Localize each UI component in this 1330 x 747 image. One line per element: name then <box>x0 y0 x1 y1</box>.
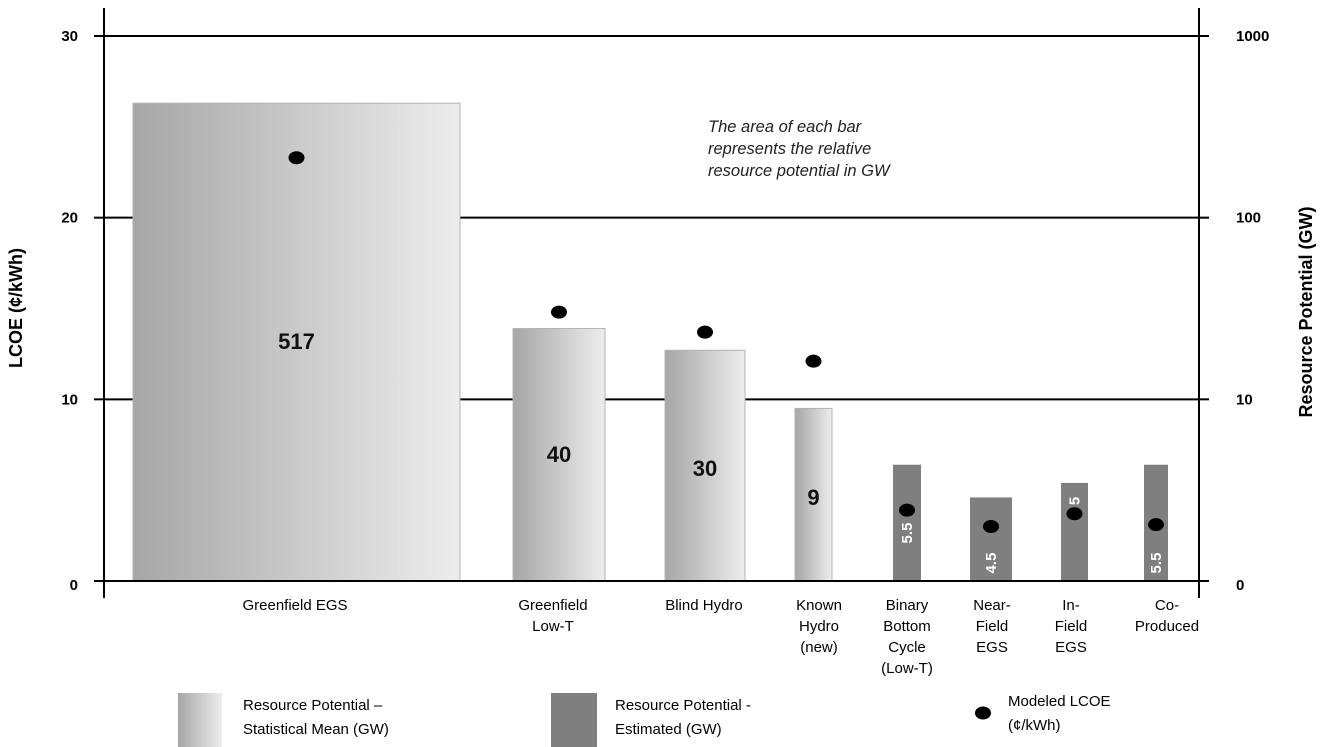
category-label-line: (new) <box>800 639 838 656</box>
category-label-line: (Low-T) <box>881 660 933 677</box>
category-label-line: Greenfield <box>518 597 587 614</box>
legend-lcoe-swatch <box>975 707 991 720</box>
lcoe-dot <box>551 306 567 319</box>
bar-value-label: 40 <box>547 442 571 467</box>
bar-value-label: 9 <box>807 485 819 510</box>
bar-value-label: 5.5 <box>1148 553 1165 574</box>
category-label-line: Known <box>796 597 842 614</box>
bar-value-label: 5.5 <box>899 523 916 544</box>
legend-label-line: Resource Potential - <box>615 697 751 714</box>
category-label-line: Bottom <box>883 618 931 635</box>
lcoe-dot <box>1148 518 1164 531</box>
bar-value-label: 517 <box>278 329 315 354</box>
lcoe-dot <box>983 520 999 533</box>
category-label-line: Field <box>1055 618 1088 635</box>
category-label-line: Low-T <box>532 618 574 635</box>
category-label-line: Cycle <box>888 639 926 656</box>
annotation-line: resource potential in GW <box>708 162 891 180</box>
legend-label-line: Statistical Mean (GW) <box>243 721 389 738</box>
legend-label: Resource Potential - Estimated (GW) <box>615 697 751 738</box>
category-label-line: Produced <box>1135 618 1199 635</box>
legend-label-line: Estimated (GW) <box>615 721 722 738</box>
category-label-line: Near- <box>973 597 1011 614</box>
right-tick-label: 10 <box>1236 391 1253 408</box>
category-label-line: Field <box>976 618 1009 635</box>
bar-value-label: 4.5 <box>983 553 1000 574</box>
category-label-line: Hydro <box>799 618 839 635</box>
right-tick-label: 0 <box>1236 577 1244 594</box>
legend-label-line: Modeled LCOE <box>1008 693 1111 710</box>
lcoe-dot <box>289 151 305 164</box>
right-tick-label: 1000 <box>1236 28 1269 45</box>
category-label-line: In- <box>1062 597 1080 614</box>
right-axis-title: Resource Potential (GW) <box>1296 206 1316 417</box>
category-label-line: Blind Hydro <box>665 597 743 614</box>
category-label: Greenfield EGS <box>242 597 347 614</box>
bar-value-label: 30 <box>693 456 717 481</box>
bar-value-label: 5 <box>1067 497 1084 505</box>
category-label: Co- Produced <box>1135 597 1199 635</box>
legend-estimated-swatch <box>551 693 597 747</box>
category-label-line: Greenfield EGS <box>242 597 347 614</box>
left-tick-label: 30 <box>61 28 78 45</box>
category-label-line: EGS <box>1055 639 1087 656</box>
annotation-line: represents the relative <box>708 140 871 158</box>
category-label: Near- Field EGS <box>973 597 1011 656</box>
legend-label: Resource Potential – Statistical Mean (GW… <box>243 697 389 738</box>
category-label: Binary Bottom Cycle (Low-T) <box>881 597 933 677</box>
left-axis-title: LCOE (¢/kWh) <box>6 248 26 368</box>
lcoe-dot <box>806 355 822 368</box>
category-label: Blind Hydro <box>665 597 743 614</box>
lcoe-dot <box>899 504 915 517</box>
legend-label-line: (¢/kWh) <box>1008 717 1061 734</box>
category-label-line: Co- <box>1155 597 1179 614</box>
lcoe-dot <box>697 326 713 339</box>
lcoe-dot <box>1067 507 1083 520</box>
category-label-line: EGS <box>976 639 1008 656</box>
left-tick-label: 20 <box>61 210 78 227</box>
category-label-line: Binary <box>886 597 929 614</box>
legend-label-line: Resource Potential – <box>243 697 383 714</box>
annotation-text: The area of each bar represents the relat… <box>708 118 891 180</box>
legend-statistical-swatch <box>178 693 222 747</box>
category-label: Known Hydro (new) <box>796 597 842 656</box>
legend-label: Modeled LCOE (¢/kWh) <box>1008 693 1111 734</box>
category-label: Greenfield Low-T <box>518 597 587 635</box>
category-label: In- Field EGS <box>1055 597 1088 656</box>
left-tick-label: 10 <box>61 391 78 408</box>
right-tick-label: 100 <box>1236 210 1261 227</box>
left-tick-label: 0 <box>70 577 78 594</box>
annotation-line: The area of each bar <box>708 118 863 136</box>
